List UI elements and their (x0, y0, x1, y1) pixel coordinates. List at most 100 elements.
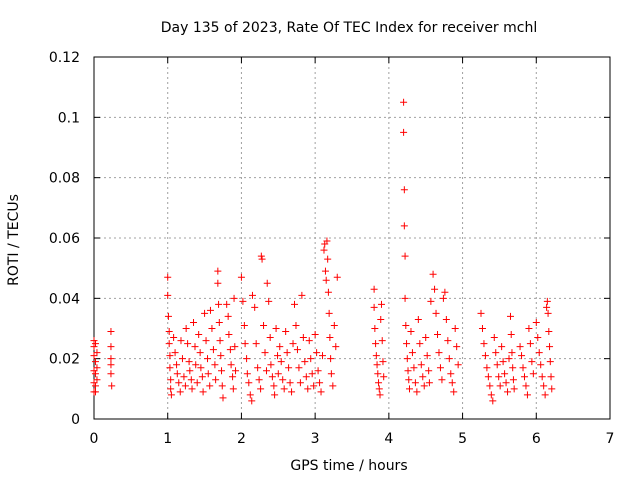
data-point (219, 394, 227, 402)
data-point (175, 379, 183, 387)
data-point (308, 370, 316, 378)
data-point (509, 364, 517, 372)
data-point (206, 306, 214, 314)
data-point (237, 273, 245, 281)
y-tick-label: 0.08 (49, 171, 80, 187)
data-point (374, 370, 382, 378)
data-point (285, 364, 293, 372)
data-point (540, 382, 548, 390)
data-point (546, 343, 554, 351)
data-point (419, 373, 427, 381)
chart-title: Day 135 of 2023, Rate Of TEC Index for r… (161, 20, 537, 36)
data-point (211, 361, 219, 369)
data-point (248, 397, 256, 405)
data-point (257, 385, 265, 393)
data-point (165, 340, 173, 348)
data-point (548, 385, 556, 393)
data-point (257, 252, 265, 260)
data-point (405, 376, 413, 384)
data-point (377, 300, 385, 308)
data-point (251, 303, 259, 311)
data-point (108, 382, 116, 390)
data-point (508, 349, 516, 357)
data-point (283, 349, 291, 357)
data-point (376, 391, 384, 399)
data-point (489, 397, 497, 405)
data-point (405, 385, 413, 393)
data-point (501, 370, 509, 378)
data-point (90, 367, 98, 375)
data-point (323, 237, 331, 245)
data-point (378, 337, 386, 345)
data-point (288, 388, 296, 396)
data-point (187, 376, 195, 384)
data-point (239, 297, 247, 305)
data-point (296, 379, 304, 387)
data-point (429, 270, 437, 278)
data-point (400, 128, 408, 136)
x-tick-label: 2 (237, 431, 246, 447)
data-point (538, 373, 546, 381)
data-point (217, 352, 225, 360)
x-tick-label: 4 (384, 431, 393, 447)
data-point (486, 382, 494, 390)
data-point (451, 325, 459, 332)
data-point (196, 349, 204, 357)
data-point (289, 340, 297, 348)
data-point (245, 379, 253, 387)
data-point (218, 382, 226, 390)
data-point (255, 376, 263, 384)
data-point (411, 379, 419, 387)
data-point (229, 373, 237, 381)
data-point (316, 379, 324, 387)
data-point (534, 334, 542, 342)
data-point (453, 343, 461, 351)
data-point (375, 385, 383, 393)
data-point (93, 349, 101, 357)
data-point (375, 379, 383, 387)
y-tick-label: 0.1 (58, 110, 80, 126)
data-point (327, 355, 335, 363)
data-point (241, 340, 249, 348)
x-tick-label: 0 (90, 431, 99, 447)
data-point (480, 340, 488, 348)
data-point (215, 300, 223, 308)
data-point (262, 367, 270, 375)
data-point (407, 328, 415, 336)
data-point (266, 334, 274, 342)
data-point (208, 325, 216, 332)
data-point (286, 379, 294, 387)
data-point (329, 382, 337, 390)
data-points (90, 98, 556, 405)
data-point (216, 337, 224, 345)
data-point (544, 309, 552, 317)
data-point (400, 222, 408, 230)
x-tick-label: 7 (606, 431, 615, 447)
data-point (274, 370, 282, 378)
data-point (218, 367, 226, 375)
data-point (413, 388, 421, 396)
y-tick-label: 0.06 (49, 231, 80, 247)
data-point (435, 349, 443, 357)
data-point (541, 391, 549, 399)
data-point (401, 252, 409, 260)
data-point (212, 376, 220, 384)
data-point (520, 373, 528, 381)
data-point (519, 364, 527, 372)
data-point (509, 376, 517, 384)
data-point (107, 361, 115, 369)
data-point (167, 385, 175, 393)
data-point (516, 343, 524, 351)
data-point (505, 355, 513, 363)
data-point (545, 328, 553, 336)
data-point (330, 321, 338, 329)
data-point (263, 279, 271, 287)
data-point (107, 343, 115, 351)
data-point (91, 382, 99, 390)
data-point (522, 382, 530, 390)
data-point (265, 297, 273, 305)
data-point (370, 285, 378, 293)
data-point (225, 331, 233, 339)
data-point (325, 309, 333, 317)
data-point (450, 388, 458, 396)
